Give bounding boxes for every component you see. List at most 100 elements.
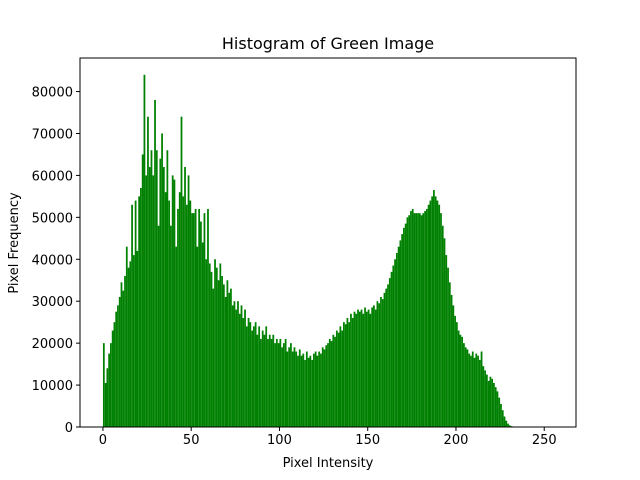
- y-tick-label: 80000: [32, 86, 73, 101]
- histogram-bar: [505, 420, 508, 427]
- histogram-bar: [302, 353, 305, 427]
- histogram-bar: [365, 311, 368, 427]
- histogram-bar: [378, 303, 381, 427]
- histogram-bar: [374, 309, 377, 427]
- histogram-bar: [399, 240, 402, 427]
- histogram-bar: [325, 345, 328, 427]
- histogram-bar: [191, 213, 193, 427]
- histogram-bar: [286, 351, 289, 427]
- histogram-bar: [113, 322, 116, 427]
- histogram-bar: [411, 208, 414, 427]
- histogram-bar: [350, 313, 352, 427]
- histogram-bar: [470, 355, 472, 427]
- histogram-bar: [316, 355, 319, 427]
- histogram-bar: [355, 313, 358, 427]
- histogram-bar: [417, 213, 419, 427]
- histogram-bar: [251, 330, 253, 427]
- histogram-bar: [252, 326, 255, 427]
- histogram-bar: [238, 313, 241, 427]
- histogram-bar: [110, 343, 112, 427]
- histogram-bar: [215, 267, 218, 427]
- histogram-bar: [404, 223, 407, 427]
- histogram-bar: [477, 355, 479, 427]
- histogram-bar: [270, 338, 273, 427]
- histogram-bar: [281, 347, 283, 427]
- histogram-bar: [406, 217, 409, 427]
- histogram-bar: [320, 353, 322, 427]
- histogram-bar: [482, 366, 485, 427]
- histogram-bar: [249, 322, 252, 427]
- histogram-bar: [196, 246, 199, 427]
- histogram-bar: [152, 175, 155, 427]
- y-tick-label: 70000: [32, 127, 73, 142]
- histogram-bar: [184, 167, 186, 428]
- histogram-bar: [122, 290, 125, 427]
- histogram-bar: [447, 267, 449, 427]
- x-tick-label: 0: [99, 433, 107, 448]
- histogram-bar: [443, 238, 446, 427]
- histogram-bar: [194, 208, 197, 427]
- histogram-bar: [145, 175, 148, 427]
- histogram-bar: [161, 133, 163, 427]
- histogram-bar: [385, 288, 388, 427]
- histogram-bar: [388, 278, 391, 427]
- histogram-bar: [353, 311, 356, 427]
- histogram-bar: [189, 200, 192, 427]
- histogram-bar: [332, 334, 335, 427]
- histogram-bar: [369, 313, 372, 427]
- y-tick-label: 10000: [32, 379, 73, 394]
- histogram-bar: [334, 336, 336, 427]
- histogram-bar: [415, 213, 418, 427]
- histogram-bar: [450, 294, 453, 427]
- histogram-bar: [394, 259, 396, 427]
- histogram-bar: [164, 192, 167, 427]
- histogram-bar: [205, 259, 208, 427]
- histogram-bar: [288, 347, 291, 427]
- histogram-bar: [433, 190, 435, 427]
- histogram-bar: [500, 403, 502, 427]
- histogram-bar: [244, 309, 246, 427]
- histogram-bar: [247, 317, 250, 427]
- x-axis-ticks: 0 50 100 150 200 250: [99, 427, 557, 448]
- histogram-bar: [380, 297, 382, 427]
- histogram-bar: [148, 167, 151, 428]
- histogram-bar: [390, 271, 393, 427]
- histogram-bar: [459, 334, 462, 427]
- histogram-bar: [487, 380, 490, 427]
- histogram-bar: [484, 370, 486, 427]
- histogram-bar: [362, 313, 365, 427]
- histogram-bar: [427, 204, 430, 427]
- histogram-bar: [448, 282, 451, 427]
- x-axis-label: Pixel Intensity: [283, 456, 374, 471]
- histogram-bar: [466, 349, 469, 427]
- histogram-bar: [141, 154, 144, 427]
- histogram-bar: [117, 305, 119, 427]
- histogram-bar: [274, 343, 276, 427]
- histogram-bar: [178, 192, 181, 427]
- histogram-bar: [279, 338, 282, 427]
- histogram-bar: [106, 368, 109, 427]
- histogram-bar: [403, 227, 405, 427]
- histogram-bar: [230, 288, 232, 427]
- histogram-bar: [168, 200, 171, 427]
- histogram-bar: [275, 338, 278, 427]
- histogram-bar: [140, 187, 142, 427]
- x-tick-label: 250: [532, 433, 557, 448]
- histogram-bar: [330, 341, 333, 427]
- histogram-bar: [118, 297, 121, 427]
- histogram-bar: [357, 309, 359, 427]
- histogram-bar: [367, 309, 370, 427]
- histogram-bar: [494, 387, 497, 427]
- histogram-bar: [452, 305, 455, 427]
- histogram-bar: [102, 343, 105, 427]
- histogram-bar: [300, 355, 303, 427]
- histogram-bar: [166, 150, 169, 427]
- x-tick-label: 200: [444, 433, 469, 448]
- histogram-bar: [480, 351, 483, 427]
- histogram-bar: [346, 317, 349, 427]
- histogram-bar: [337, 332, 340, 427]
- histogram-bar: [268, 334, 271, 427]
- histogram-bar: [256, 334, 259, 427]
- histogram-bar: [124, 276, 126, 427]
